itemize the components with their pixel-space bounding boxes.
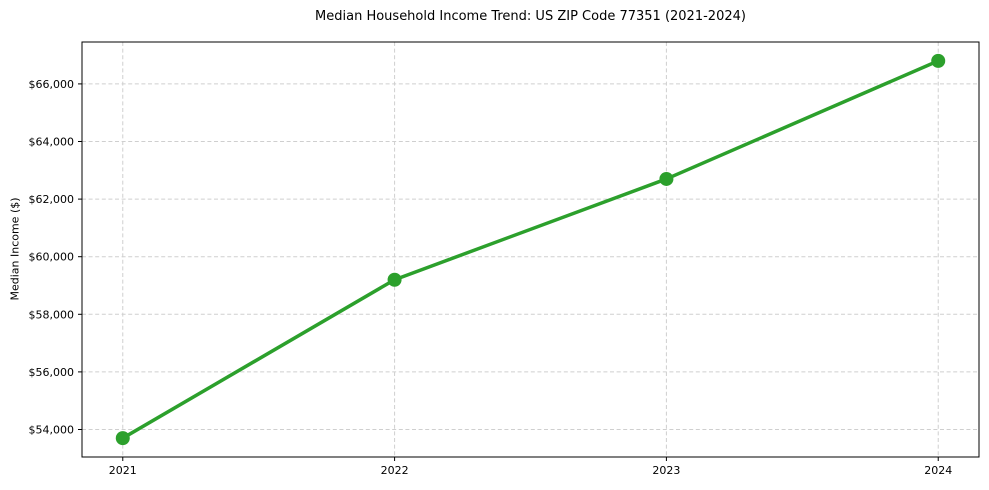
y-tick-label: $56,000: [29, 366, 75, 379]
x-tick-label: 2023: [652, 464, 680, 477]
data-point: [659, 171, 674, 186]
y-tick-label: $62,000: [29, 193, 75, 206]
y-tick-label: $54,000: [29, 423, 75, 436]
y-axis-label: Median Income ($): [8, 197, 22, 301]
x-tick-label: 2021: [109, 464, 137, 477]
plot-border: [81, 41, 980, 458]
data-point: [115, 431, 130, 446]
data-point: [931, 53, 946, 68]
y-tick-label: $58,000: [29, 308, 75, 321]
chart-title: Median Household Income Trend: US ZIP Co…: [315, 9, 746, 24]
y-tick-label: $60,000: [29, 251, 75, 264]
y-tick-label: $64,000: [29, 136, 75, 149]
trend-line: [121, 59, 940, 440]
x-tick-label: 2022: [381, 464, 409, 477]
y-tick-label: $66,000: [29, 78, 75, 91]
x-tick-label: 2024: [924, 464, 952, 477]
data-point: [387, 272, 402, 287]
